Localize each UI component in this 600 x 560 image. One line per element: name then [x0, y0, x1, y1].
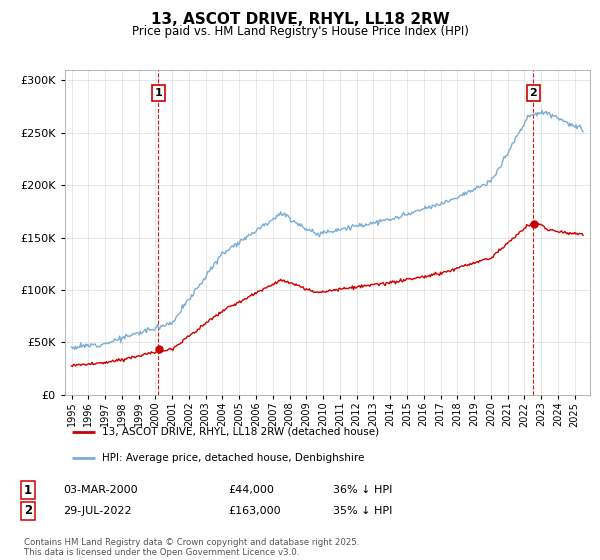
Text: 35% ↓ HPI: 35% ↓ HPI — [333, 506, 392, 516]
Text: £163,000: £163,000 — [228, 506, 281, 516]
Text: Price paid vs. HM Land Registry's House Price Index (HPI): Price paid vs. HM Land Registry's House … — [131, 25, 469, 38]
Text: Contains HM Land Registry data © Crown copyright and database right 2025.
This d: Contains HM Land Registry data © Crown c… — [24, 538, 359, 557]
Text: 13, ASCOT DRIVE, RHYL, LL18 2RW: 13, ASCOT DRIVE, RHYL, LL18 2RW — [151, 12, 449, 27]
Text: 13, ASCOT DRIVE, RHYL, LL18 2RW (detached house): 13, ASCOT DRIVE, RHYL, LL18 2RW (detache… — [102, 427, 379, 437]
Text: 1: 1 — [154, 88, 162, 98]
Text: 1: 1 — [24, 483, 32, 497]
Text: 03-MAR-2000: 03-MAR-2000 — [63, 485, 137, 495]
Text: 2: 2 — [530, 88, 538, 98]
Text: 36% ↓ HPI: 36% ↓ HPI — [333, 485, 392, 495]
Text: £44,000: £44,000 — [228, 485, 274, 495]
Text: 29-JUL-2022: 29-JUL-2022 — [63, 506, 131, 516]
Text: HPI: Average price, detached house, Denbighshire: HPI: Average price, detached house, Denb… — [102, 452, 364, 463]
Text: 2: 2 — [24, 504, 32, 517]
